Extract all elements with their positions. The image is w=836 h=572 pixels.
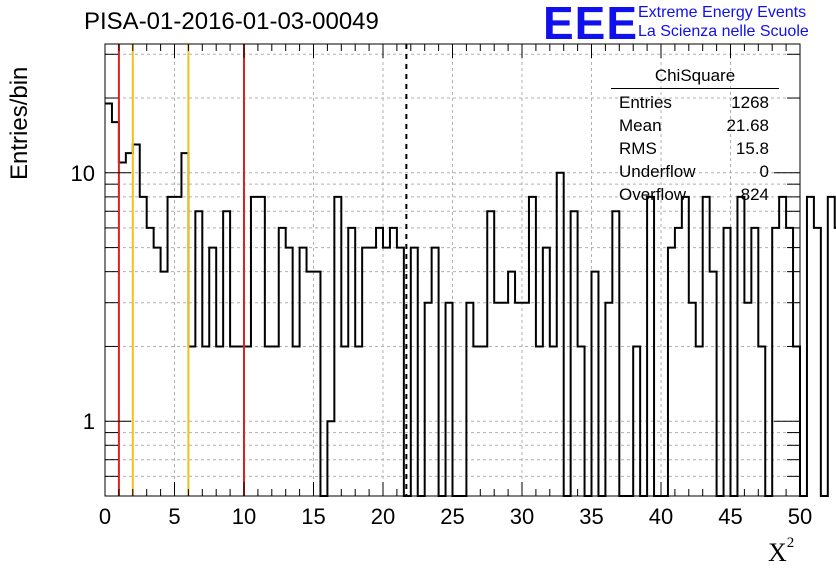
stats-box-title: ChiSquare	[654, 66, 736, 85]
histogram-bin	[689, 303, 696, 496]
chart-title: PISA-01-2016-01-03-00049	[84, 8, 379, 35]
histogram-bin	[397, 248, 404, 496]
histogram-bin	[557, 173, 564, 496]
stat-key: Mean	[619, 116, 662, 135]
logo-subtitle-line1: Extreme Energy Events	[638, 4, 807, 21]
histogram-bin	[508, 272, 515, 496]
stat-value: 0	[759, 162, 769, 181]
x-tick-label: 25	[440, 504, 464, 529]
histogram-bin	[543, 248, 550, 496]
stat-value: 1268	[731, 93, 769, 112]
histogram-bin	[286, 248, 293, 496]
histogram-bin	[807, 197, 814, 496]
stat-value: 21.68	[726, 116, 769, 135]
histogram-bin	[814, 228, 821, 496]
histogram-bin	[362, 248, 369, 496]
x-tick-label: 45	[718, 504, 742, 529]
stat-key: Entries	[619, 93, 672, 112]
stat-value: 824	[740, 185, 769, 204]
stat-row-overflow: Overflow 824	[619, 185, 769, 208]
histogram-bin	[300, 248, 307, 496]
histogram-bin	[668, 248, 675, 496]
histogram-bin	[348, 228, 355, 496]
stats-box: ChiSquare Entries 1268 Mean 21.68 RMS 15…	[611, 66, 779, 208]
histogram-bin	[571, 211, 578, 496]
histogram-bin	[147, 228, 154, 496]
histogram-bin	[425, 303, 432, 496]
y-tick-label: 10	[71, 161, 95, 186]
histogram-bin	[105, 104, 112, 496]
x-tick-label: 40	[649, 504, 673, 529]
stat-key: Underflow	[619, 162, 696, 181]
histogram-bin	[307, 272, 314, 496]
histogram-bin	[515, 303, 522, 496]
stat-key: RMS	[619, 139, 657, 158]
histogram-bin	[126, 153, 133, 496]
x-tick-label: 35	[579, 504, 603, 529]
histogram-bin	[411, 248, 418, 496]
stat-row-underflow: Underflow 0	[619, 162, 769, 185]
histogram-bin	[772, 228, 779, 496]
logo-subtitle-line2: La Scienza nelle Scuole	[638, 23, 809, 40]
histogram-bin	[181, 153, 188, 496]
y-tick-label: 1	[83, 409, 95, 434]
x-tick-label: 0	[99, 504, 111, 529]
histogram-bin	[828, 197, 835, 496]
stat-row-entries: Entries 1268	[619, 93, 769, 116]
histogram-bin	[154, 248, 161, 496]
x-axis-title-base: X	[768, 538, 787, 567]
tick-layer	[104, 44, 801, 497]
x-tick-label: 15	[301, 504, 325, 529]
histogram-bin	[605, 303, 612, 496]
x-tick-label: 5	[168, 504, 180, 529]
histogram-bin	[751, 228, 758, 496]
histogram-bin	[223, 211, 230, 496]
histogram-bin	[195, 211, 202, 496]
stat-row-rms: RMS 15.8	[619, 139, 769, 162]
histogram-bin	[724, 228, 731, 496]
eee-logo-mark: EEE	[543, 0, 639, 49]
histogram-bin	[279, 228, 286, 496]
tick-label-layer: 0 5 10 15 20 25 30 35 40 45 50 1 10	[71, 161, 813, 529]
histogram-bin	[383, 248, 390, 496]
x-tick-label: 10	[232, 504, 256, 529]
histogram-bin	[501, 303, 508, 496]
histogram-bin	[466, 303, 473, 496]
histogram-bin	[522, 303, 529, 496]
histogram-bin	[675, 228, 682, 496]
x-axis-title-exponent: 2	[786, 535, 795, 552]
x-tick-label: 50	[788, 504, 812, 529]
x-tick-label: 30	[510, 504, 534, 529]
histogram-line	[105, 102, 836, 497]
x-tick-label: 20	[371, 504, 395, 529]
histogram-bin	[487, 211, 494, 496]
histogram-layer	[105, 102, 836, 497]
histogram-bin	[432, 248, 439, 496]
histogram-bin	[446, 303, 453, 496]
stat-value: 15.8	[735, 139, 769, 158]
histogram-bin	[376, 228, 383, 496]
stats-box-rule	[611, 88, 779, 89]
histogram-bin	[209, 248, 216, 496]
stat-row-mean: Mean 21.68	[619, 116, 769, 139]
histogram-bin	[744, 303, 751, 496]
y-axis-title: Entries/bin	[6, 66, 33, 180]
histogram-bin	[390, 228, 397, 496]
histogram-bin	[314, 272, 321, 496]
histogram-bin	[369, 248, 376, 496]
histogram-bin	[161, 272, 168, 496]
reference-lines-layer	[117, 44, 408, 496]
x-axis-title: X2	[768, 535, 795, 568]
histogram-bin	[112, 122, 119, 496]
histogram-bin	[786, 228, 793, 496]
histogram-bin	[592, 272, 599, 496]
stat-key: Overflow	[619, 185, 687, 204]
histogram-bin	[710, 272, 717, 496]
histogram-bin	[119, 163, 126, 496]
histogram-bin	[612, 211, 619, 496]
histogram-bin	[494, 303, 501, 496]
